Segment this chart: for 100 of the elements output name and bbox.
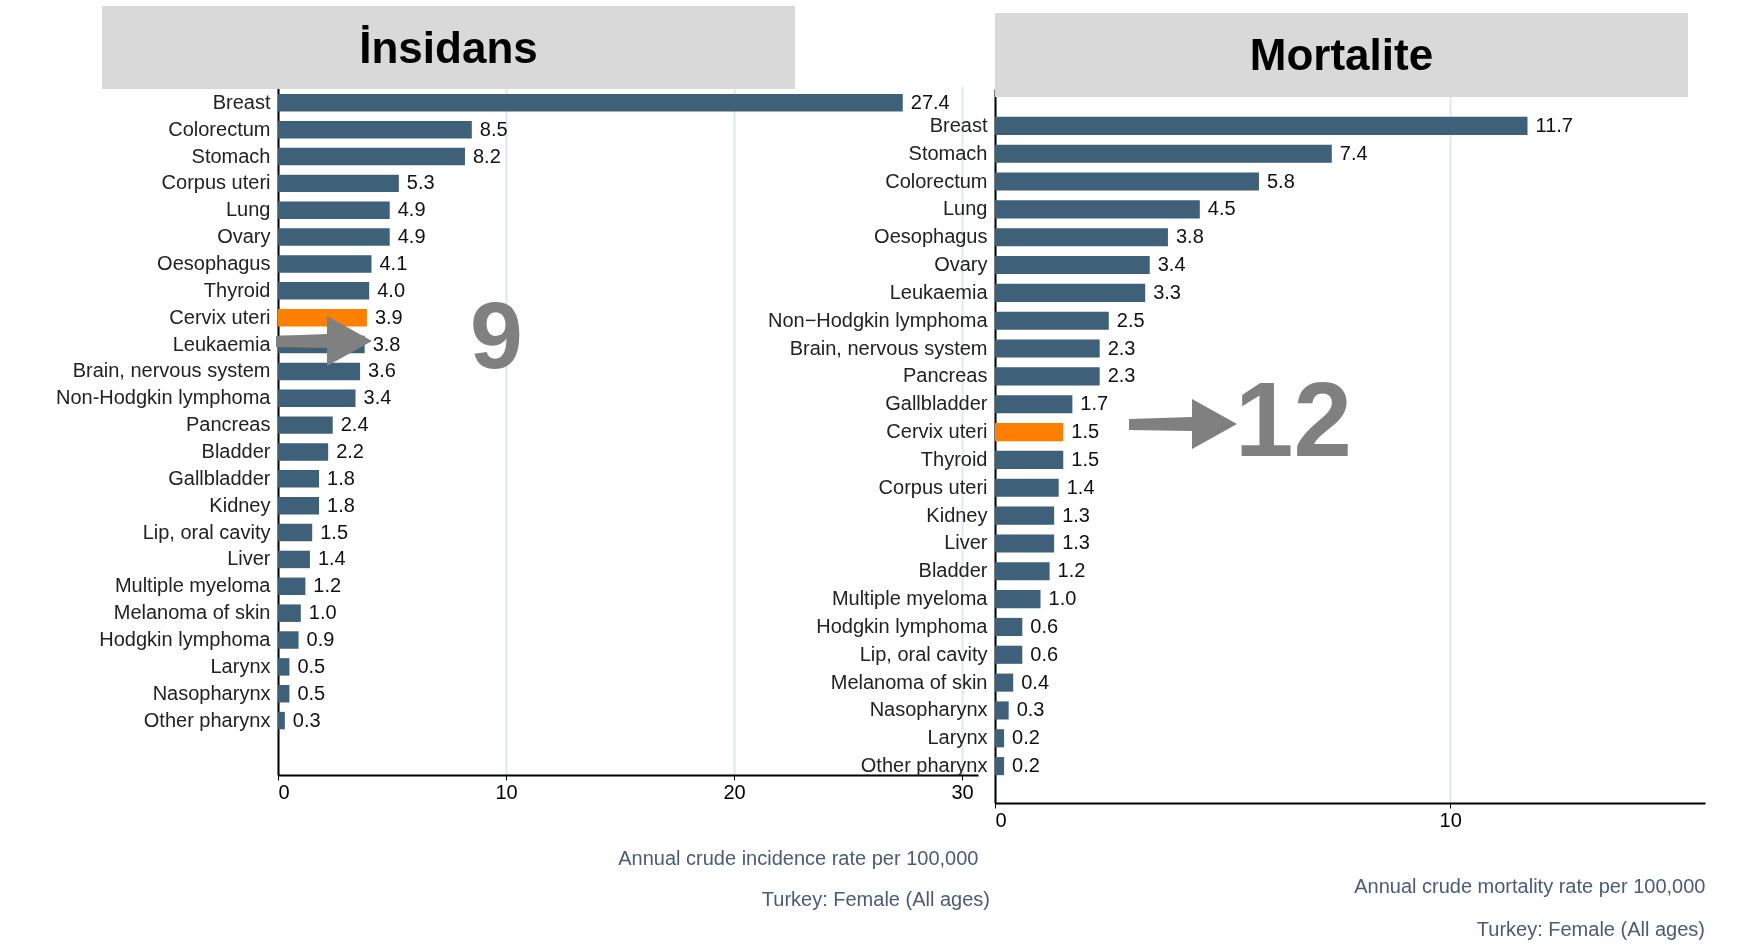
y-tick-label: Leukaemia	[172, 332, 272, 355]
data-label: 0.2	[1012, 726, 1040, 749]
y-tick-label: Leukaemia	[889, 280, 989, 303]
y-tick-label: Ovary	[934, 253, 988, 276]
data-label: 1.4	[1066, 475, 1095, 498]
y-tick-label: Non-Hodgkin lymphoma	[55, 386, 272, 409]
y-tick-label: Stomach	[908, 141, 988, 164]
data-label: 2.4	[340, 413, 369, 436]
data-label: 0.6	[1030, 642, 1059, 665]
text: Turkey: Female (All ages)	[761, 888, 990, 911]
data-label: 27.4	[910, 90, 950, 113]
data-label: 3.8	[372, 332, 401, 355]
y-tick-label: Hodgkin lymphoma	[816, 614, 989, 637]
data-label: 2.3	[1107, 336, 1136, 359]
annotation: 9	[470, 282, 523, 389]
y-tick-label: Liver	[227, 547, 271, 570]
data-label: 1.0	[308, 601, 337, 624]
y-tick-label: Pancreas	[186, 413, 271, 436]
y-tick-label: Lung	[943, 197, 988, 220]
data-label: 4.0	[377, 278, 406, 301]
data-label: 1.7	[1080, 392, 1109, 415]
chart-title: İnsidans	[102, 6, 795, 89]
y-tick-label: Corpus uteri	[878, 475, 988, 498]
data-label: 3.6	[368, 359, 396, 382]
y-tick-label: Hodgkin lymphoma	[99, 628, 272, 651]
data-label: 1.5	[1071, 447, 1100, 470]
data-label: 2.3	[1107, 364, 1136, 387]
y-tick-label: Kidney	[209, 493, 271, 516]
data-label: 0.3	[292, 708, 321, 731]
data-label: 2.2	[336, 439, 364, 462]
x-tick-label: 10	[495, 780, 518, 803]
y-tick-label: Other pharynx	[860, 754, 988, 777]
data-label: 1.5	[1071, 420, 1100, 443]
data-label: 1.3	[1062, 503, 1090, 526]
y-tick-label: Oesophagus	[157, 251, 271, 274]
y-tick-label: Other pharynx	[143, 708, 271, 731]
y-tick-label: Larynx	[210, 654, 271, 677]
data-label: 2.5	[1116, 308, 1145, 331]
y-tick-label: Lip, oral cavity	[142, 520, 271, 543]
data-label: 1.2	[313, 574, 342, 597]
y-tick-label: Kidney	[926, 503, 988, 526]
y-tick-label: Cervix uteri	[886, 420, 988, 443]
y-tick-label: Melanoma of skin	[830, 670, 988, 693]
data-label: 1.0	[1048, 587, 1077, 610]
text: Turkey: Female (All ages)	[1476, 918, 1705, 941]
y-tick-label: Thyroid	[203, 278, 271, 301]
data-label: 3.8	[1175, 225, 1204, 248]
y-tick-label: Cervix uteri	[169, 305, 271, 328]
y-tick-label: Breast	[212, 90, 271, 113]
data-label: 4.5	[1207, 197, 1236, 220]
annotation: 12	[1235, 360, 1352, 478]
data-label: 4.1	[379, 251, 408, 274]
data-label: 8.2	[472, 144, 501, 167]
data-label: 7.4	[1339, 141, 1368, 164]
data-label: 1.8	[327, 493, 355, 516]
y-tick-label: Ovary	[217, 225, 271, 248]
y-tick-label: Nasopharynx	[152, 681, 271, 704]
y-tick-label: Stomach	[191, 144, 271, 167]
y-tick-label: Gallbladder	[168, 466, 271, 489]
data-label: 11.7	[1535, 113, 1573, 136]
y-tick-label: Multiple myeloma	[114, 574, 272, 597]
y-tick-label: Brain, nervous system	[789, 336, 988, 359]
data-label: 0.5	[297, 681, 326, 704]
data-label: 4.9	[397, 198, 426, 221]
x-axis-title: Annual crude incidence rate per 100,000	[618, 846, 979, 869]
y-tick-label: Bladder	[918, 559, 988, 582]
data-label: 0.2	[1012, 754, 1040, 777]
x-axis-title: Annual crude mortality rate per 100,000	[1354, 874, 1706, 897]
data-label: 1.2	[1057, 559, 1086, 582]
y-tick-label: Liver	[944, 531, 988, 554]
data-label: 0.9	[306, 628, 335, 651]
data-label: 5.3	[406, 171, 435, 194]
data-label: 4.9	[397, 225, 426, 248]
y-tick-label: Bladder	[201, 439, 271, 462]
data-label: 3.9	[374, 305, 403, 328]
y-tick-label: Nasopharynx	[869, 698, 988, 721]
data-label: 0.5	[297, 654, 326, 677]
y-tick-label: Multiple myeloma	[831, 587, 989, 610]
y-tick-label: Melanoma of skin	[113, 601, 271, 624]
y-tick-label: Brain, nervous system	[72, 359, 271, 382]
y-tick-label: Larynx	[927, 726, 988, 749]
y-tick-label: Lip, oral cavity	[859, 642, 988, 665]
y-tick-label: Colorectum	[168, 117, 271, 140]
data-label: 1.4	[317, 547, 346, 570]
x-tick-label: 30	[951, 780, 974, 803]
y-tick-label: Thyroid	[920, 447, 988, 470]
data-label: 0.4	[1021, 670, 1050, 693]
data-label: 5.8	[1266, 169, 1295, 192]
x-tick-label: 10	[1439, 808, 1462, 831]
y-tick-label: Oesophagus	[874, 225, 988, 248]
y-tick-label: Pancreas	[903, 364, 988, 387]
x-tick-label: 0	[278, 780, 290, 803]
data-label: 1.8	[327, 466, 355, 489]
y-tick-label: Breast	[929, 113, 988, 136]
y-tick-label: Colorectum	[885, 169, 988, 192]
y-tick-label: Corpus uteri	[161, 171, 271, 194]
y-tick-label: Gallbladder	[885, 392, 988, 415]
x-tick-label: 20	[723, 780, 746, 803]
data-label: 8.5	[479, 117, 508, 140]
y-tick-label: Non−Hodgkin lymphoma	[767, 308, 989, 331]
